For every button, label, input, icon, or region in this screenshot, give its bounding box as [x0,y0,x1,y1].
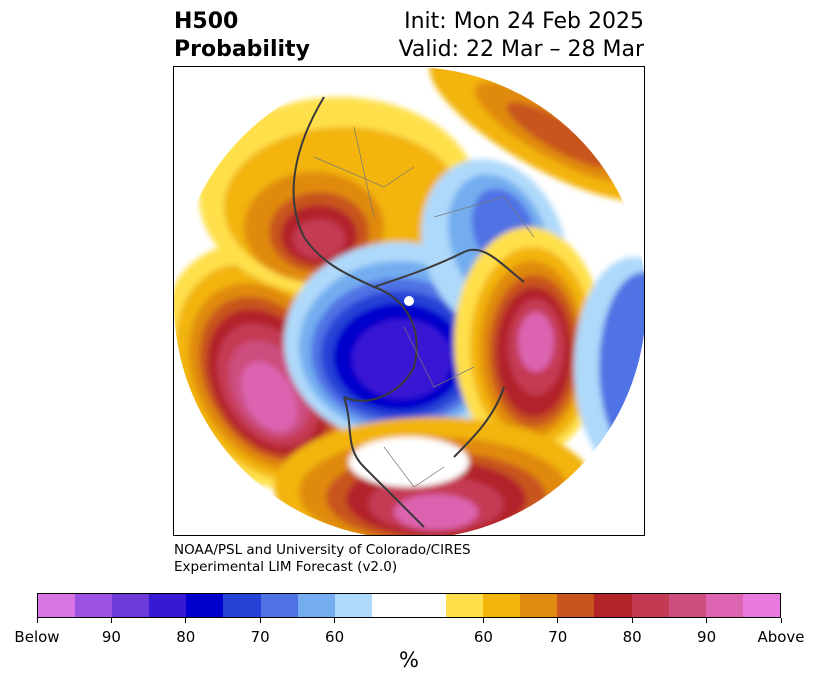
colorbar-swatch [483,594,521,617]
colorbar-tick-label: Above [757,628,805,646]
colorbar-swatch [705,594,743,617]
colorbar-tick-mark [259,618,261,623]
colorbar-swatch [446,594,484,617]
colorbar-tick-label: 60 [473,628,493,646]
colorbar-tick-mark [780,618,782,623]
forecast-dates: Init: Mon 24 Feb 2025 Valid: 22 Mar – 28… [399,8,644,64]
colorbar-tick-label: Below [14,628,60,646]
colorbar-tick-label: 60 [325,628,345,646]
colorbar-swatch [260,594,298,617]
colorbar-swatch [186,594,224,617]
init-date: Init: Mon 24 Feb 2025 [404,9,644,34]
colorbar-swatch [594,594,632,617]
colorbar-tick-label: 90 [697,628,717,646]
colorbar-tick-mark [557,618,559,623]
borders [313,126,535,488]
credit-line-1: NOAA/PSL and University of Colorado/CIRE… [174,542,471,558]
colorbar-swatch [520,594,558,617]
colorbar-tick-mark [482,618,484,623]
colorbar [37,593,781,618]
valid-date: Valid: 22 Mar – 28 Mar [398,37,644,62]
colorbar-swatch [149,594,187,617]
colorbar-tick-label: 80 [622,628,642,646]
colorbar-swatch [557,594,595,617]
colorbar-tick-mark [631,618,633,623]
colorbar-swatch [112,594,150,617]
colorbar-swatch [742,594,780,617]
colorbar-tick-label: 70 [250,628,270,646]
colorbar-tick-mark [185,618,187,623]
colorbar-swatch [334,594,372,617]
credit-line-2: Experimental LIM Forecast (v2.0) [174,559,398,575]
colorbar-swatch [631,594,669,617]
probability-map [173,66,645,536]
colorbar-swatch [297,594,335,617]
colorbar-tick-label: 70 [548,628,568,646]
title-line-2: Probability [174,37,310,62]
coastlines [292,96,525,528]
map-title: H500 Probability [174,8,310,64]
colorbar-swatch [371,594,447,617]
colorbar-swatch [38,594,76,617]
colorbar-swatch [75,594,113,617]
colorbar-units: % [399,648,419,672]
colorbar-tick-mark [706,618,708,623]
colorbar-tick-mark [334,618,336,623]
map-svg [174,67,644,535]
title-line-1: H500 [174,9,239,34]
colorbar-swatch [668,594,706,617]
colorbar-tick-mark [110,618,112,623]
colorbar-swatch [223,594,261,617]
credit-text: NOAA/PSL and University of Colorado/CIRE… [174,542,471,576]
colorbar-tick-label: 80 [176,628,196,646]
colorbar-tick-mark [36,618,38,623]
colorbar-tick-label: 90 [101,628,121,646]
north-pole-marker [404,296,414,306]
